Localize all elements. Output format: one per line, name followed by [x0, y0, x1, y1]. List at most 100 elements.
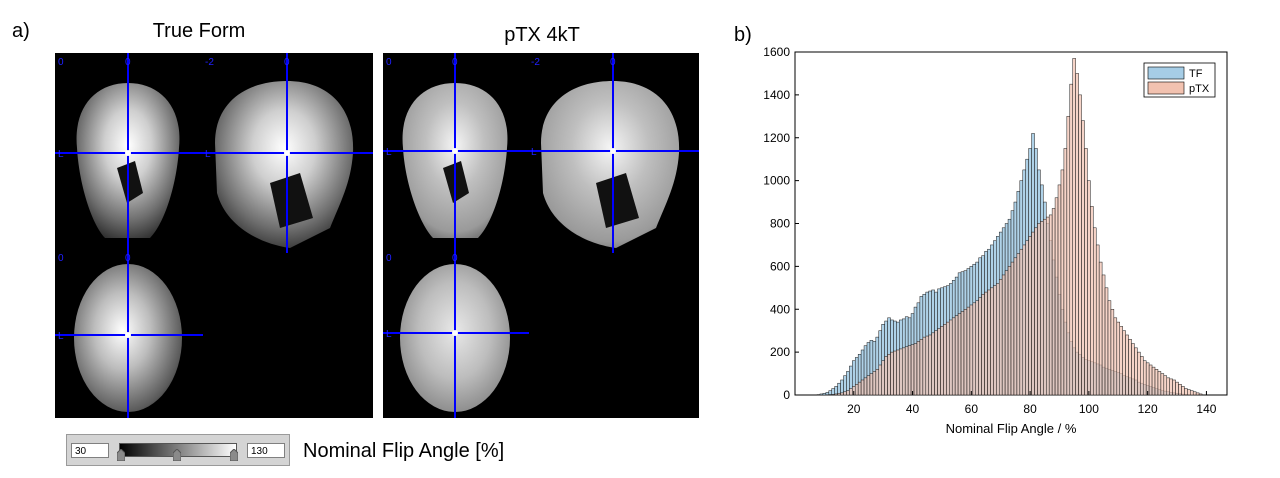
histogram-bar-ptx — [1131, 343, 1135, 396]
histogram-bar-ptx — [1066, 116, 1071, 396]
histogram-bar-ptx — [1057, 184, 1062, 396]
sagittal-dark-region — [596, 173, 639, 228]
histogram-bar-ptx — [1128, 339, 1132, 396]
histogram-bar-ptx — [1163, 375, 1168, 396]
histogram-bar-ptx — [1145, 362, 1150, 396]
coronal-dark-region — [117, 161, 143, 203]
cross-label: L — [386, 147, 392, 158]
histogram-chart: 20 40 60 80 100 120 14002004006008001000120014… — [763, 45, 1228, 436]
histogram-bar-ptx — [1022, 244, 1026, 396]
cross-label: L — [205, 149, 211, 160]
histogram-bar-ptx — [1166, 377, 1170, 396]
y-tick-label: 1600 — [763, 45, 790, 59]
histogram-bar-ptx — [1048, 214, 1053, 396]
histogram-bar-ptx — [1110, 309, 1115, 396]
histogram-bar-ptx — [849, 388, 853, 396]
legend-swatch-tf — [1147, 66, 1185, 80]
histogram-bar-ptx — [1140, 356, 1144, 396]
y-tick-label: 0 — [783, 388, 790, 402]
crosshair-center-sagittal — [610, 148, 616, 154]
histogram-bar-ptx — [869, 373, 874, 396]
histogram-bar-ptx — [1192, 391, 1197, 396]
y-tick-label: 1400 — [763, 88, 790, 102]
histogram-bar-ptx — [1007, 266, 1012, 396]
tick-label: 0 — [58, 57, 64, 68]
histogram-bar-ptx — [957, 313, 962, 396]
histogram-bar-ptx — [966, 306, 971, 396]
y-tick-label: 1000 — [763, 174, 790, 188]
column-title-true-form: True Form — [152, 20, 246, 42]
tick-label: 0 — [386, 253, 392, 264]
histogram-bar-ptx — [907, 345, 912, 396]
histogram-bar-ptx — [854, 384, 859, 396]
histogram-bar-ptx — [922, 336, 927, 396]
histogram-bar-ptx — [981, 293, 985, 396]
histogram-bar-ptx — [913, 343, 918, 396]
histogram-bar-ptx — [1072, 58, 1076, 396]
colorbar-min-field[interactable]: 30 — [71, 443, 109, 458]
histogram-bar-ptx — [1010, 261, 1015, 396]
colorbar-handle-min[interactable] — [117, 449, 125, 461]
colorbar-handle-max[interactable] — [230, 449, 238, 461]
histogram-bar-ptx — [1087, 180, 1091, 396]
histogram-bar-ptx — [1104, 287, 1109, 396]
histogram-bar-ptx — [1116, 321, 1120, 396]
histogram-bar-ptx — [998, 278, 1003, 396]
histogram-bar-ptx — [896, 349, 900, 396]
histogram-bar-ptx — [866, 375, 871, 396]
histogram-bar-ptx — [934, 330, 938, 396]
histogram-bar-ptx — [937, 328, 941, 396]
histogram-bar-ptx — [960, 311, 965, 396]
histogram-bar-ptx — [1095, 244, 1100, 396]
colorbar-max-field[interactable]: 130 — [247, 443, 285, 458]
histogram-bar-ptx — [1154, 369, 1159, 396]
histogram-bar-ptx — [1178, 384, 1182, 396]
panel-a-label: a) — [12, 20, 30, 42]
histogram-bar-ptx — [1078, 94, 1082, 396]
cross-label: L — [58, 149, 64, 160]
histogram-bar-tf — [819, 393, 824, 396]
histogram-bar-ptx — [884, 356, 888, 396]
crosshair-center-sagittal — [284, 150, 290, 156]
histogram-bar-ptx — [1125, 334, 1129, 396]
histogram-bar-ptx — [902, 347, 906, 396]
histogram-bar-ptx — [863, 377, 868, 396]
histogram-bar-ptx — [1198, 393, 1203, 396]
x-tick-label: 60 — [965, 402, 979, 416]
legend-swatch-ptx — [1147, 81, 1185, 95]
histogram-bar-ptx — [1157, 371, 1162, 396]
column-title-ptx: pTX 4kT — [504, 24, 580, 46]
histogram-bar-ptx — [1137, 351, 1141, 396]
histogram-bar-ptx — [931, 332, 935, 396]
tick-label: 0 — [610, 57, 616, 68]
colorbar-handle-mid[interactable] — [173, 449, 181, 461]
histogram-bar-ptx — [893, 350, 897, 396]
histogram-bar-ptx — [840, 392, 844, 396]
x-tick-label: 100 — [1079, 402, 1099, 416]
histogram-bar-ptx — [1025, 240, 1029, 396]
mri-image-true-form: 0 0 -2 0 0 0 L L L — [55, 53, 373, 418]
crosshair-center-axial — [452, 330, 458, 336]
y-tick-label: 600 — [770, 259, 790, 273]
histogram-bar-ptx — [996, 283, 1000, 396]
y-tick-label: 400 — [770, 302, 790, 316]
histogram-bar-ptx — [1081, 120, 1085, 396]
histogram-bar-ptx — [872, 371, 877, 396]
histogram-bar-ptx — [1101, 274, 1106, 396]
sagittal-head-shape — [541, 81, 680, 248]
histogram-bar-ptx — [1043, 218, 1047, 396]
histogram-bar-ptx — [1093, 227, 1097, 396]
x-tick-label: 40 — [906, 402, 920, 416]
histogram-bar-ptx — [1190, 390, 1194, 396]
x-tick-label: 140 — [1196, 402, 1216, 416]
y-tick-label: 800 — [770, 217, 790, 231]
histogram-bar-ptx — [940, 326, 944, 396]
histogram-bar-ptx — [1060, 169, 1065, 396]
histogram-bar-ptx — [834, 393, 838, 396]
mri-panel-true-form: 0 0 -2 0 0 0 L L L — [55, 53, 373, 418]
histogram-bar-ptx — [963, 309, 968, 396]
cross-label: L — [531, 147, 537, 158]
y-tick-label: 1200 — [763, 131, 790, 145]
histogram-bar-ptx — [916, 341, 921, 396]
histogram-bar-ptx — [1181, 386, 1185, 396]
